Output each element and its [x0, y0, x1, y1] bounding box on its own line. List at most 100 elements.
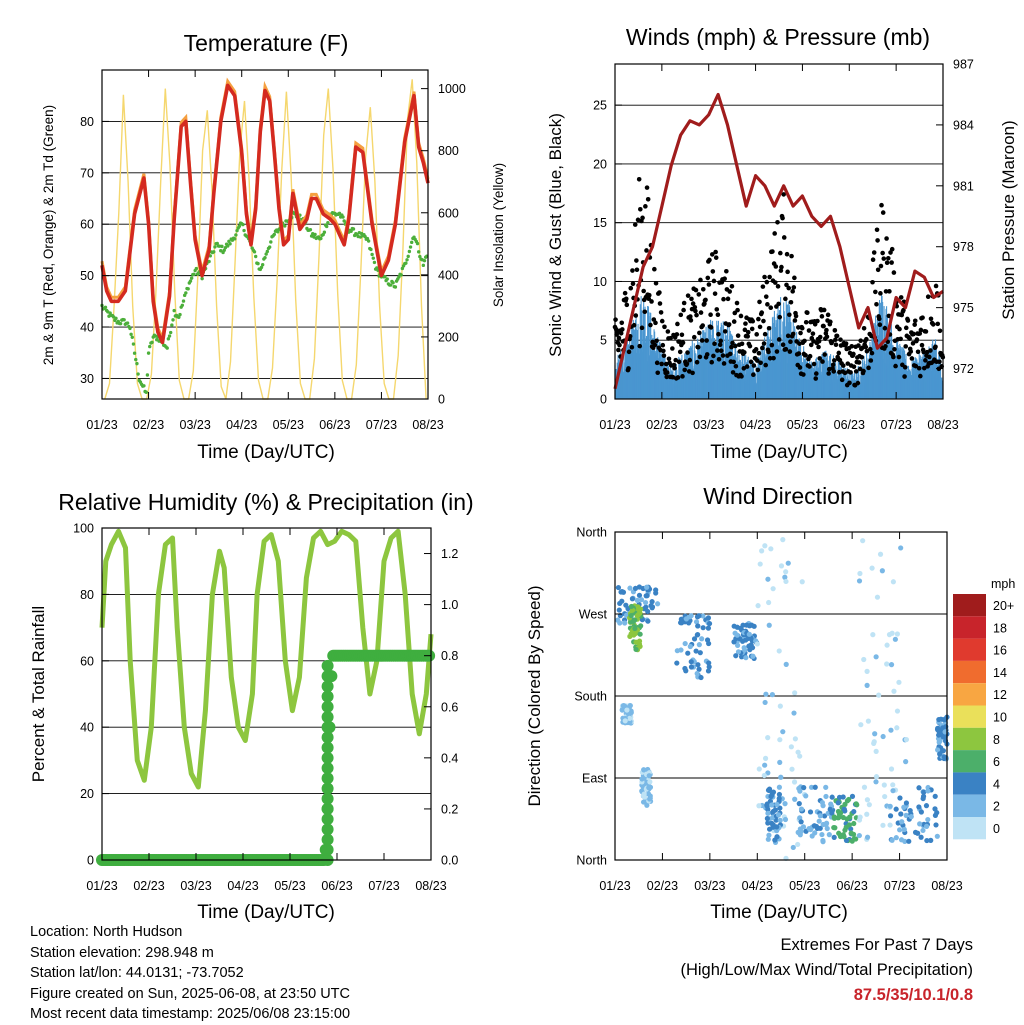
gust-point: [755, 367, 761, 373]
legend-swatch: [953, 705, 986, 728]
humidity-panel: Relative Humidity (%) & Precipitation (i…: [29, 489, 474, 923]
gust-point: [739, 341, 745, 347]
gust-point: [693, 308, 698, 314]
direction-point: [695, 631, 701, 638]
gust-point: [674, 332, 680, 337]
gust-point: [643, 204, 648, 209]
gust-point: [644, 185, 650, 190]
y-tick-label-right: 800: [438, 144, 459, 158]
legend-label: 4: [993, 777, 1000, 791]
gust-point: [928, 316, 934, 322]
gust-point: [880, 250, 885, 256]
direction-point: [923, 803, 930, 809]
dewpoint-point: [366, 239, 371, 243]
gust-point: [829, 339, 835, 345]
direction-point: [933, 822, 939, 828]
direction-point: [654, 601, 661, 607]
gust-point: [699, 338, 705, 343]
direction-point: [642, 599, 649, 606]
direction-point: [766, 622, 772, 628]
y-tick-label-right: 975: [953, 301, 974, 315]
gust-point: [657, 290, 662, 295]
gust-point: [838, 337, 843, 342]
x-tick-label: 03/23: [180, 879, 211, 893]
gust-point: [787, 349, 793, 354]
direction-point: [880, 822, 886, 828]
gust-point: [775, 284, 781, 289]
direction-point: [836, 811, 843, 817]
direction-point: [934, 833, 940, 839]
direction-point: [894, 631, 901, 637]
gust-point: [772, 231, 777, 236]
dewpoint-point: [265, 249, 270, 254]
direction-point: [768, 546, 774, 552]
gust-point: [831, 369, 837, 374]
direction-point: [697, 650, 703, 656]
gust-point: [758, 360, 763, 366]
direction-points: [615, 537, 950, 861]
precip-point: [321, 823, 334, 836]
precip-point: [321, 843, 334, 856]
y-tick-label-right: 978: [953, 240, 974, 254]
gust-point: [861, 368, 866, 374]
y-tick-label: 20: [80, 787, 94, 801]
direction-point: [705, 625, 712, 631]
direction-point: [858, 722, 864, 728]
gust-point: [672, 365, 677, 371]
gust-point: [685, 293, 691, 298]
gust-point: [685, 350, 690, 355]
direction-point: [619, 589, 625, 595]
direction-point: [797, 815, 803, 821]
gust-point: [878, 291, 883, 296]
gust-point: [666, 356, 672, 362]
y-tick-label-right: 0: [438, 393, 445, 407]
precip-point: [321, 710, 334, 723]
gust-point: [857, 366, 863, 372]
direction-point: [923, 823, 930, 829]
dewpoint-point: [136, 372, 140, 376]
gust-point: [833, 342, 839, 348]
direction-point: [918, 809, 924, 815]
x-tick-label: 04/23: [740, 418, 771, 432]
dewpoint-point: [308, 227, 313, 232]
direction-point: [932, 793, 938, 799]
direction-point: [853, 801, 859, 807]
temperature-ylabel: 2m & 9m T (Red, Orange) & 2m Td (Green): [41, 105, 56, 365]
direction-point: [920, 827, 926, 834]
direction-point: [908, 814, 914, 820]
dewpoint-point: [372, 260, 377, 265]
direction-panel: Wind Direction 01/23 02/23 03/23 04/23 05/23…: [525, 483, 1015, 923]
gust-point: [704, 352, 710, 357]
direction-point: [828, 801, 834, 807]
dewpoint-point: [235, 228, 239, 233]
direction-point: [880, 733, 886, 740]
x-tick-label: 06/23: [837, 879, 868, 893]
direction-point: [745, 635, 751, 641]
gust-point: [700, 286, 706, 292]
direction-point: [766, 826, 773, 832]
gust-point: [665, 329, 671, 334]
precip-point: [321, 762, 334, 775]
gust-point: [730, 340, 735, 346]
direction-point: [906, 838, 912, 844]
direction-point: [628, 710, 634, 716]
gust-point: [914, 337, 920, 342]
gust-point: [849, 343, 855, 349]
direction-point: [791, 710, 797, 716]
gust-point: [619, 320, 625, 326]
y-tick-label: 30: [80, 372, 94, 386]
gust-point: [784, 282, 789, 288]
gust-point: [810, 331, 816, 336]
direction-point: [823, 793, 829, 800]
direction-point: [932, 806, 938, 812]
gust-point: [925, 294, 931, 300]
y-tick-label: 60: [80, 218, 94, 232]
gust-point: [715, 312, 721, 318]
direction-point: [778, 563, 785, 569]
y-tick-label-right: 0.8: [441, 649, 458, 663]
legend-label: 10: [993, 711, 1007, 725]
direction-point: [645, 608, 651, 615]
direction-point: [903, 736, 910, 743]
direction-point: [774, 824, 780, 830]
gust-point: [730, 370, 736, 375]
